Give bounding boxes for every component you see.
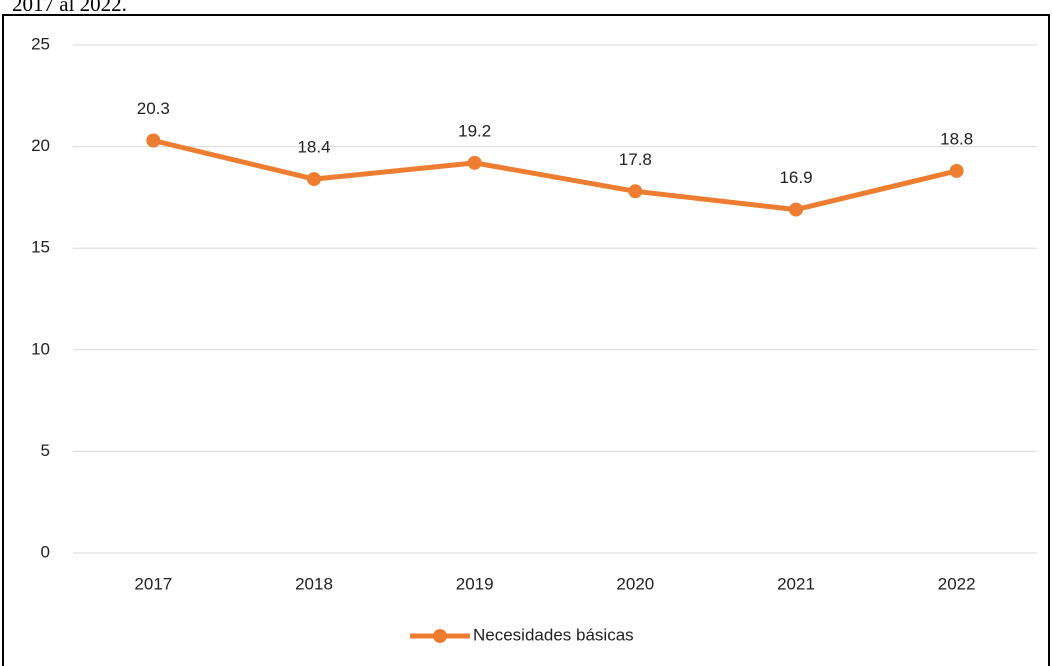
y-tick-label: 10	[31, 339, 50, 358]
x-tick-label: 2022	[938, 574, 976, 593]
caption: 2017 al 2022.	[12, 0, 127, 16]
data-label: 19.2	[458, 121, 491, 140]
data-label: 18.8	[940, 129, 973, 148]
data-label: 20.3	[137, 99, 170, 118]
x-tick-label: 2020	[616, 574, 654, 593]
point	[789, 202, 803, 217]
y-tick-label: 0	[41, 542, 50, 561]
y-tick-label: 20	[31, 136, 50, 155]
legend-marker	[433, 629, 447, 643]
x-tick-label: 2021	[777, 574, 815, 593]
x-tick-label: 2019	[456, 574, 494, 593]
point	[146, 133, 161, 148]
data-label: 16.9	[779, 168, 812, 187]
y-tick-label: 5	[41, 441, 50, 460]
chart-border	[2, 14, 1050, 666]
x-tick-label: 2017	[134, 574, 172, 593]
data-label: 17.8	[619, 150, 652, 169]
legend-label: Necesidades básicas	[473, 625, 634, 644]
point	[949, 163, 964, 178]
point	[307, 172, 321, 187]
data-label: 18.4	[297, 138, 330, 157]
series-line	[152, 138, 958, 213]
point	[628, 184, 643, 199]
y-tick-label: 25	[31, 34, 50, 53]
point	[467, 155, 482, 170]
y-tick-label: 15	[31, 238, 50, 257]
x-tick-label: 2018	[295, 574, 333, 593]
